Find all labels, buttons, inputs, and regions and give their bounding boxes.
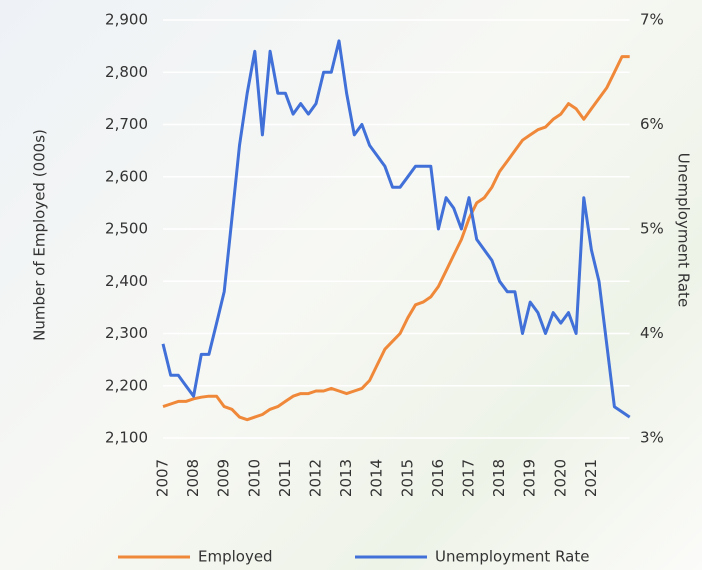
x-tick-label: 2007: [154, 459, 172, 497]
y2-tick-label: 3%: [640, 429, 664, 447]
x-tick-label: 2013: [337, 459, 355, 497]
x-tick-label: 2019: [521, 459, 539, 497]
x-tick-label: 2008: [184, 459, 202, 497]
y2-axis-label: Unemployment Rate: [675, 153, 693, 307]
x-tick-label: 2016: [429, 459, 447, 497]
x-tick-label: 2018: [490, 459, 508, 497]
line-series: [161, 39, 631, 419]
x-tick-label: 2012: [307, 459, 325, 497]
x-tick-label: 2014: [368, 459, 386, 497]
y2-tick-label: 6%: [640, 115, 664, 133]
x-tick-label: 2011: [276, 459, 294, 497]
x-tick-label: 2017: [460, 459, 478, 497]
y-tick-label: 2,300: [105, 324, 148, 342]
x-tick-label: 2010: [245, 459, 263, 497]
y-tick-label: 2,800: [105, 63, 148, 81]
y2-tick-label: 4%: [640, 324, 664, 342]
x-tick-label: 2021: [582, 459, 600, 497]
y-axis-label: Number of Employed (000s): [31, 129, 49, 341]
y-tick-label: 2,700: [105, 115, 148, 133]
y-tick-label: 2,500: [105, 220, 148, 238]
y2-tick-label: 7%: [640, 11, 664, 29]
x-tick-label: 2020: [551, 459, 569, 497]
x-tick-label: 2009: [215, 459, 233, 497]
y-tick-label: 2,100: [105, 429, 148, 447]
y2-tick-label: 5%: [640, 220, 664, 238]
y-tick-label: 2,200: [105, 376, 148, 394]
y-tick-label: 2,900: [105, 11, 148, 29]
legend-label: Employed: [198, 548, 273, 566]
line-series: [162, 55, 630, 422]
y-tick-label: 2,400: [105, 272, 148, 290]
x-tick-label: 2015: [398, 459, 416, 497]
y-tick-label: 2,600: [105, 167, 148, 185]
legend-label: Unemployment Rate: [435, 548, 589, 566]
